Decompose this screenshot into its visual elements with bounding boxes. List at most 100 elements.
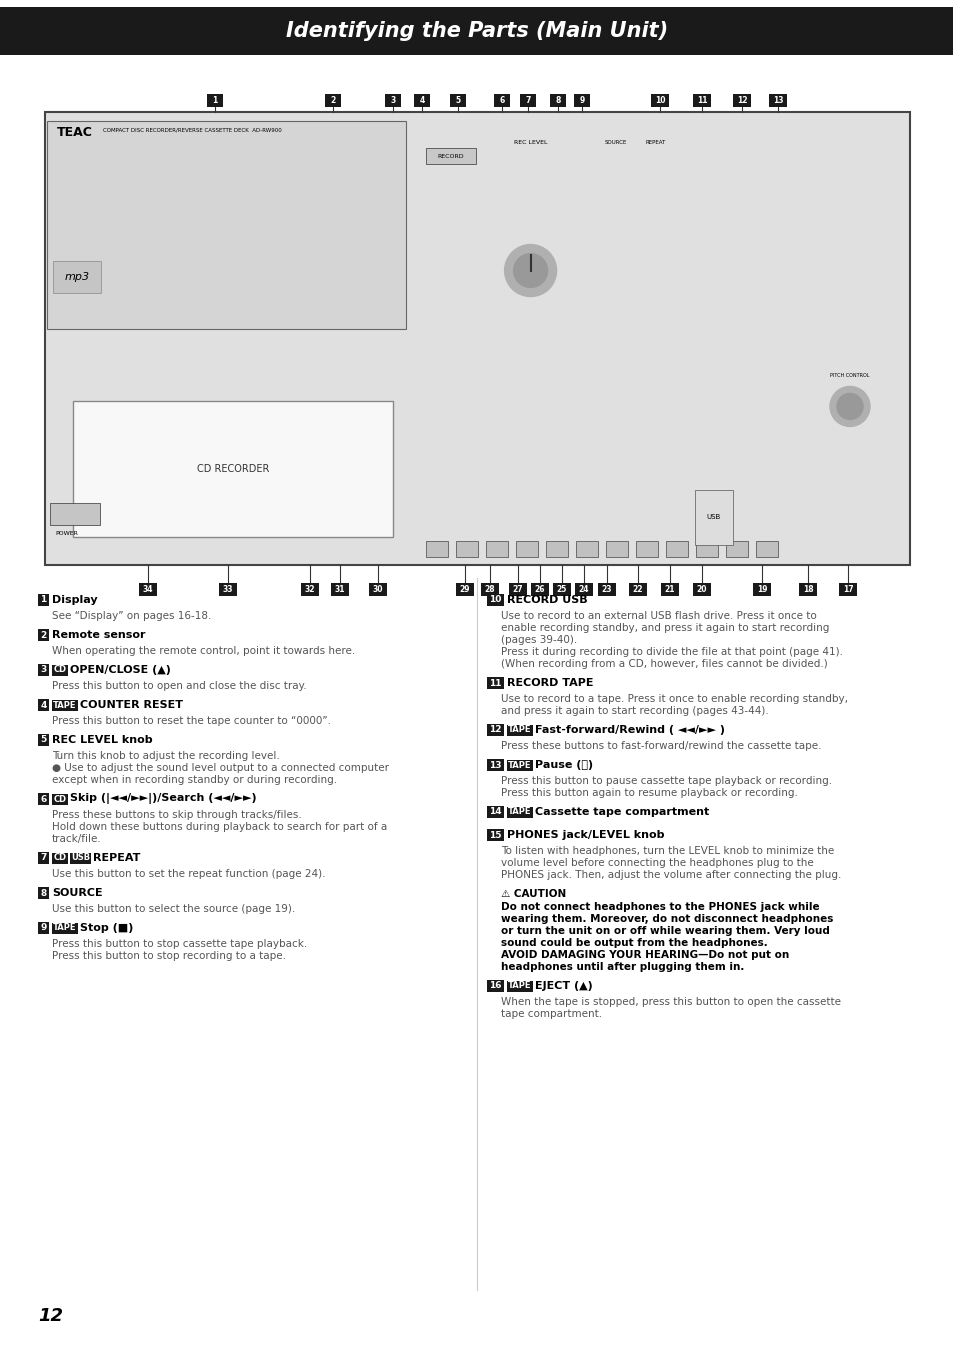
Text: 27: 27: [512, 585, 523, 594]
Text: 13: 13: [489, 760, 501, 770]
Text: 30: 30: [373, 585, 383, 594]
Text: To listen with headphones, turn the LEVEL knob to minimize the: To listen with headphones, turn the LEVE…: [500, 846, 833, 856]
Bar: [635, 541, 657, 558]
Text: 12: 12: [38, 1307, 63, 1324]
Text: TAPE: TAPE: [508, 760, 531, 770]
Text: TAPE: TAPE: [508, 807, 531, 817]
Bar: [47, 122, 406, 329]
Bar: [207, 95, 223, 107]
Text: Fast-forward/Rewind ( ◄◄/►► ): Fast-forward/Rewind ( ◄◄/►► ): [535, 725, 724, 734]
Bar: [486, 594, 503, 606]
Text: Skip (|◄◄/►►|)/Search (◄◄/►►): Skip (|◄◄/►►|)/Search (◄◄/►►): [70, 794, 256, 805]
Text: 10: 10: [489, 595, 501, 605]
Text: EJECT (▲): EJECT (▲): [535, 981, 592, 991]
Bar: [38, 629, 49, 641]
Bar: [52, 664, 68, 675]
Bar: [575, 541, 597, 558]
Bar: [550, 95, 565, 107]
Text: Do not connect headphones to the PHONES jack while: Do not connect headphones to the PHONES …: [500, 902, 819, 913]
Bar: [486, 806, 503, 818]
Text: Press these buttons to fast-forward/rewind the cassette tape.: Press these buttons to fast-forward/rewi…: [500, 741, 821, 751]
Bar: [509, 583, 526, 595]
Text: Press this button to stop cassette tape playback.: Press this button to stop cassette tape …: [52, 940, 307, 949]
Text: 34: 34: [143, 585, 153, 594]
Bar: [456, 583, 474, 595]
Text: headphones until after plugging them in.: headphones until after plugging them in.: [500, 963, 743, 972]
Text: 1: 1: [213, 96, 217, 105]
Text: 11: 11: [489, 679, 501, 687]
Text: 3: 3: [40, 666, 47, 675]
Circle shape: [836, 393, 862, 420]
Text: Use this button to select the source (page 19).: Use this button to select the source (pa…: [52, 904, 294, 914]
Bar: [692, 95, 710, 107]
Text: RECORD: RECORD: [436, 154, 463, 158]
Text: 4: 4: [419, 96, 424, 105]
Bar: [52, 922, 78, 933]
Text: and press it again to start recording (pages 43-44).: and press it again to start recording (p…: [500, 706, 768, 716]
Text: Press this button again to resume playback or recording.: Press this button again to resume playba…: [500, 788, 797, 798]
Bar: [486, 980, 503, 992]
Bar: [53, 261, 101, 293]
Text: TEAC: TEAC: [57, 126, 92, 139]
Text: COMPACT DISC RECORDER/REVERSE CASSETTE DECK  AD-RW900: COMPACT DISC RECORDER/REVERSE CASSETTE D…: [103, 127, 281, 132]
Bar: [838, 583, 856, 595]
Bar: [574, 95, 589, 107]
Text: 23: 23: [601, 585, 612, 594]
Text: SOURCE: SOURCE: [604, 139, 626, 144]
Text: Use this button to set the repeat function (page 24).: Use this button to set the repeat functi…: [52, 869, 325, 879]
Bar: [425, 148, 476, 163]
Circle shape: [829, 386, 869, 427]
Text: REC LEVEL knob: REC LEVEL knob: [52, 734, 152, 745]
Text: 13: 13: [772, 96, 782, 105]
Text: Press this button to reset the tape counter to “0000”.: Press this button to reset the tape coun…: [52, 716, 331, 726]
Text: When the tape is stopped, press this button to open the cassette: When the tape is stopped, press this but…: [500, 998, 841, 1007]
Text: Pause (⏸): Pause (⏸): [535, 760, 593, 770]
Text: 8: 8: [555, 96, 560, 105]
Bar: [485, 541, 507, 558]
Bar: [628, 583, 646, 595]
Bar: [752, 583, 770, 595]
Text: 3: 3: [390, 96, 395, 105]
Bar: [732, 95, 750, 107]
Text: When operating the remote control, point it towards here.: When operating the remote control, point…: [52, 647, 355, 656]
Text: 15: 15: [489, 830, 501, 840]
Text: tape compartment.: tape compartment.: [500, 1008, 601, 1019]
Text: ● Use to adjust the sound level output to a connected computer: ● Use to adjust the sound level output t…: [52, 763, 389, 774]
Text: CD RECORDER: CD RECORDER: [196, 464, 269, 474]
Text: Press this button to pause cassette tape playback or recording.: Press this button to pause cassette tape…: [500, 776, 831, 786]
Text: 25: 25: [557, 585, 567, 594]
Bar: [52, 794, 68, 805]
Text: USB: USB: [71, 853, 90, 863]
Bar: [50, 504, 100, 525]
Bar: [456, 541, 477, 558]
Bar: [486, 829, 503, 841]
Text: Press this button to stop recording to a tape.: Press this button to stop recording to a…: [52, 950, 286, 961]
Bar: [38, 664, 49, 676]
Text: wearing them. Moreover, do not disconnect headphones: wearing them. Moreover, do not disconnec…: [500, 914, 833, 923]
Bar: [486, 724, 503, 736]
Text: See “Display” on pages 16-18.: See “Display” on pages 16-18.: [52, 612, 212, 621]
Text: CD: CD: [53, 853, 67, 863]
Text: 11: 11: [696, 96, 706, 105]
Bar: [725, 541, 747, 558]
Bar: [506, 980, 533, 991]
Text: enable recording standby, and press it again to start recording: enable recording standby, and press it a…: [500, 622, 828, 633]
Text: TAPE: TAPE: [508, 981, 531, 991]
Bar: [52, 852, 68, 864]
Text: 5: 5: [40, 736, 47, 744]
Text: 1: 1: [40, 595, 47, 605]
Text: ⚠ CAUTION: ⚠ CAUTION: [500, 890, 566, 899]
Bar: [575, 583, 593, 595]
Bar: [515, 541, 537, 558]
Bar: [0, 7, 953, 55]
Bar: [38, 594, 49, 606]
Text: 4: 4: [40, 701, 47, 710]
Bar: [519, 95, 536, 107]
Text: 19: 19: [756, 585, 766, 594]
Text: CD: CD: [53, 795, 67, 803]
Text: Use to record to a tape. Press it once to enable recording standby,: Use to record to a tape. Press it once t…: [500, 694, 847, 703]
Bar: [545, 541, 567, 558]
Text: SOURCE: SOURCE: [52, 888, 103, 898]
Text: PHONES jack/LEVEL knob: PHONES jack/LEVEL knob: [506, 830, 664, 840]
Text: TAPE: TAPE: [53, 701, 76, 710]
